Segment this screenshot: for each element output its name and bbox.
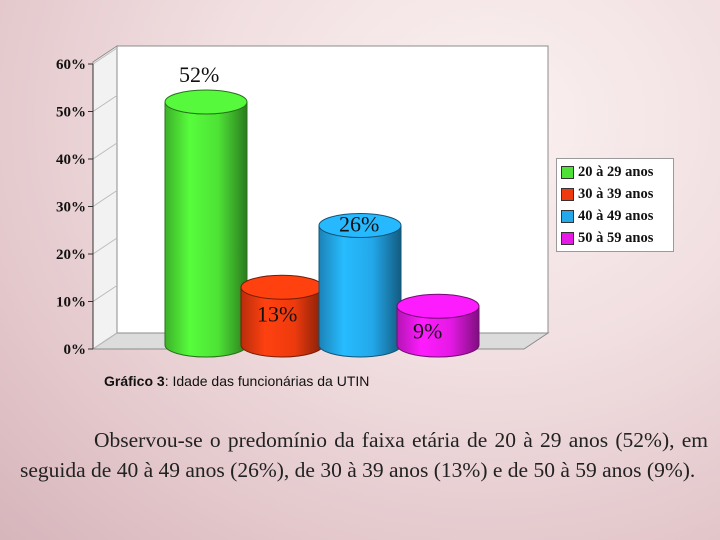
y-tick-label: 30% xyxy=(56,200,86,216)
bar xyxy=(164,89,248,358)
y-tick-label: 60% xyxy=(56,57,86,73)
legend-item: 30 à 39 anos xyxy=(561,183,669,205)
legend-item: 50 à 59 anos xyxy=(561,227,669,249)
legend-swatch xyxy=(561,165,574,179)
data-label: 26% xyxy=(339,212,379,237)
body-paragraph: Observou-se o predomínio da faixa etária… xyxy=(20,425,708,485)
y-tick-label: 20% xyxy=(56,247,86,263)
bar xyxy=(240,274,324,358)
legend-swatch xyxy=(561,187,574,201)
y-tick-label: 10% xyxy=(56,295,86,311)
bar xyxy=(318,213,402,358)
bar-cap xyxy=(318,213,402,238)
caption-text: : Idade das funcionárias da UTIN xyxy=(164,373,370,389)
legend-label: 30 à 39 anos xyxy=(578,185,654,202)
bar-chart: 0% 10% 20% 30% 40% 50% 60% 52% 13% 26% 9% xyxy=(56,45,550,358)
gridline xyxy=(92,285,118,302)
caption-prefix: Gráfico 3 xyxy=(104,373,165,389)
y-tick-label: 40% xyxy=(56,152,86,168)
paragraph-text: Observou-se o predomínio da faixa etária… xyxy=(20,428,708,482)
legend-swatch xyxy=(561,231,574,245)
legend-swatch xyxy=(561,209,574,223)
data-label: 52% xyxy=(179,62,219,87)
legend-item: 20 à 29 anos xyxy=(561,161,669,183)
data-label: 13% xyxy=(257,301,297,326)
bar-cap xyxy=(396,293,480,319)
bar-cap xyxy=(164,89,248,115)
legend-label: 50 à 59 anos xyxy=(578,229,654,246)
bar xyxy=(396,293,480,358)
legend-item: 40 à 49 anos xyxy=(561,205,669,227)
gridline xyxy=(92,47,118,65)
data-label: 9% xyxy=(413,318,442,343)
bar-body xyxy=(164,101,248,358)
gridline xyxy=(92,190,118,207)
bar-body xyxy=(396,305,480,358)
y-tick-label: 0% xyxy=(64,342,87,358)
gridline xyxy=(92,142,118,160)
chart-legend: 20 à 29 anos 30 à 39 anos 40 à 49 anos 5… xyxy=(556,158,674,252)
gridline xyxy=(92,95,118,112)
bar-body xyxy=(318,225,402,358)
plot-side-wall xyxy=(92,45,118,350)
legend-label: 40 à 49 anos xyxy=(578,207,654,224)
bar-cap xyxy=(240,274,324,300)
legend-label: 20 à 29 anos xyxy=(578,163,654,180)
chart-caption: Gráfico 3: Idade das funcionárias da UTI… xyxy=(104,373,369,389)
gridline xyxy=(92,332,118,350)
gridline xyxy=(92,237,118,255)
y-tick-label: 50% xyxy=(56,105,86,121)
